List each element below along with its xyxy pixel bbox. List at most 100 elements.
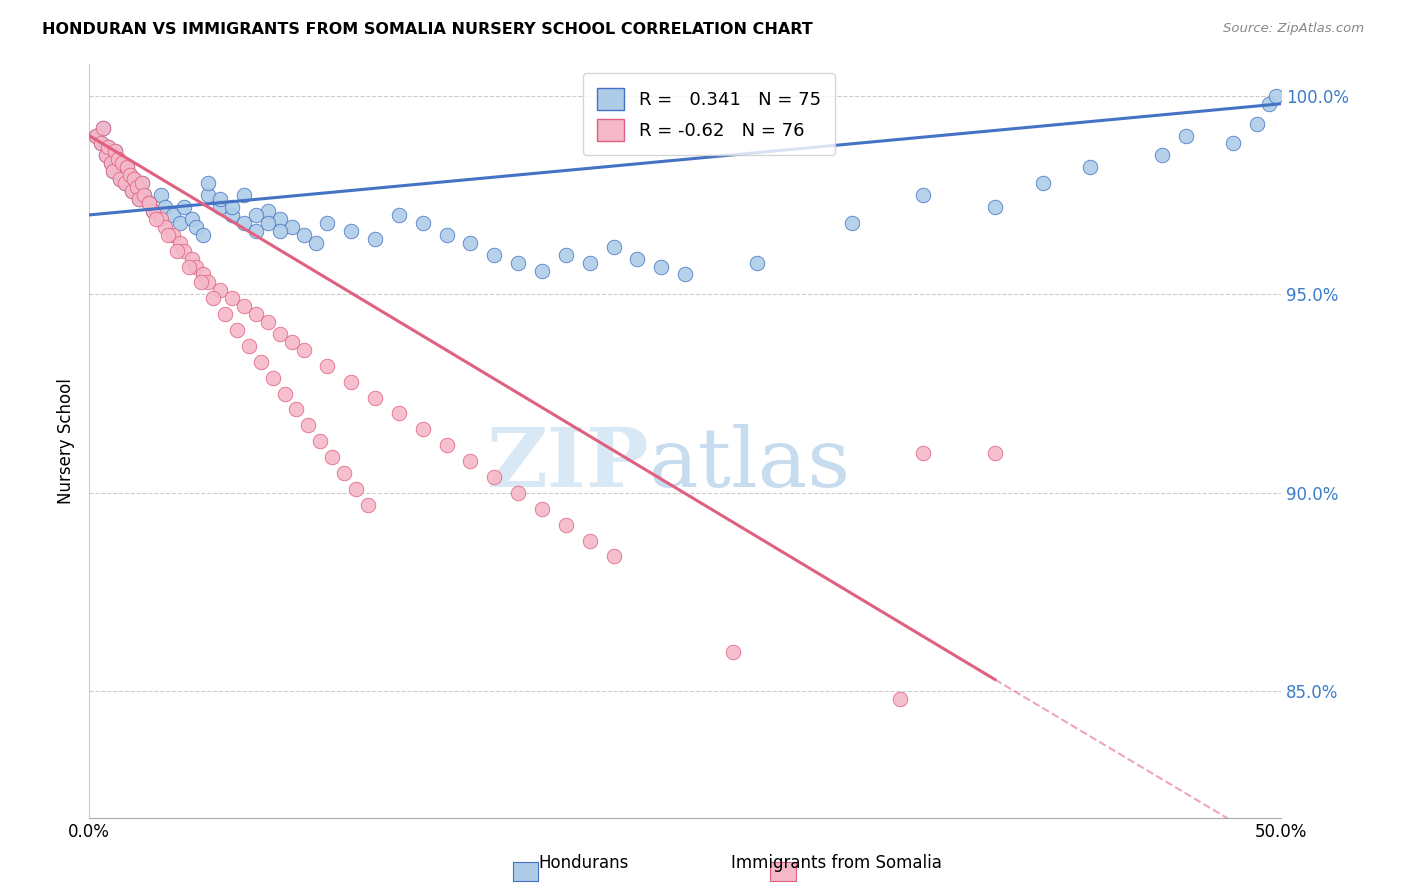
- Point: [249, 355, 271, 369]
- Point: [257, 315, 280, 329]
- Point: [269, 327, 291, 342]
- Point: [131, 176, 153, 190]
- Point: [364, 391, 387, 405]
- Point: [673, 268, 696, 282]
- Point: [214, 307, 236, 321]
- Point: [104, 145, 127, 159]
- Legend: R =   0.341   N = 75, R = -0.62   N = 76: R = 0.341 N = 75, R = -0.62 N = 76: [582, 73, 835, 155]
- Point: [209, 192, 232, 206]
- Point: [173, 200, 195, 214]
- Point: [233, 216, 256, 230]
- Point: [554, 247, 576, 261]
- Point: [107, 153, 129, 167]
- Point: [128, 192, 150, 206]
- Point: [460, 235, 482, 250]
- Point: [162, 227, 184, 242]
- Point: [118, 168, 141, 182]
- Point: [155, 200, 177, 214]
- Point: [460, 454, 482, 468]
- Point: [257, 216, 280, 230]
- Point: [202, 291, 225, 305]
- Point: [1078, 161, 1101, 175]
- Point: [124, 172, 146, 186]
- Point: [111, 156, 134, 170]
- Point: [745, 255, 768, 269]
- Point: [984, 200, 1007, 214]
- Point: [209, 200, 232, 214]
- Point: [125, 180, 148, 194]
- Point: [100, 156, 122, 170]
- Text: Source: ZipAtlas.com: Source: ZipAtlas.com: [1223, 22, 1364, 36]
- Point: [889, 692, 911, 706]
- Point: [321, 450, 343, 464]
- Point: [97, 140, 120, 154]
- Point: [138, 196, 160, 211]
- Text: atlas: atlas: [650, 424, 852, 504]
- Point: [90, 136, 112, 151]
- Point: [340, 375, 363, 389]
- Point: [94, 148, 117, 162]
- Point: [149, 211, 172, 226]
- Point: [108, 172, 131, 186]
- Point: [101, 164, 124, 178]
- Point: [578, 255, 600, 269]
- Point: [221, 200, 243, 214]
- Point: [1222, 136, 1244, 151]
- Point: [262, 370, 284, 384]
- Point: [209, 284, 232, 298]
- Point: [197, 176, 219, 190]
- Point: [169, 235, 191, 250]
- Point: [173, 244, 195, 258]
- Point: [280, 219, 302, 234]
- Point: [245, 208, 267, 222]
- Point: [156, 227, 179, 242]
- Point: [145, 211, 167, 226]
- Point: [602, 549, 624, 564]
- Point: [118, 168, 141, 182]
- Point: [578, 533, 600, 548]
- Point: [388, 407, 411, 421]
- Point: [721, 645, 744, 659]
- Point: [84, 128, 107, 143]
- Point: [484, 247, 506, 261]
- Point: [554, 517, 576, 532]
- Text: Immigrants from Somalia: Immigrants from Somalia: [731, 855, 942, 872]
- Point: [316, 216, 339, 230]
- Point: [436, 438, 458, 452]
- Point: [273, 386, 295, 401]
- Y-axis label: Nursery School: Nursery School: [58, 378, 75, 504]
- Point: [186, 260, 208, 274]
- Point: [530, 501, 553, 516]
- Point: [304, 235, 326, 250]
- Point: [149, 188, 172, 202]
- Point: [155, 219, 177, 234]
- Point: [166, 244, 188, 258]
- Point: [138, 196, 160, 211]
- Point: [333, 466, 356, 480]
- Point: [297, 418, 319, 433]
- Point: [1174, 128, 1197, 143]
- Point: [93, 120, 115, 135]
- Point: [436, 227, 458, 242]
- Point: [269, 211, 291, 226]
- Point: [179, 260, 201, 274]
- Point: [316, 359, 339, 373]
- Point: [84, 128, 107, 143]
- Point: [225, 323, 247, 337]
- Point: [650, 260, 672, 274]
- Point: [125, 180, 148, 194]
- Point: [364, 232, 387, 246]
- Point: [245, 224, 267, 238]
- Point: [233, 299, 256, 313]
- Point: [269, 224, 291, 238]
- Point: [841, 216, 863, 230]
- Point: [245, 307, 267, 321]
- Point: [912, 446, 935, 460]
- Point: [309, 434, 332, 449]
- Point: [186, 219, 208, 234]
- Point: [508, 255, 530, 269]
- Point: [285, 402, 308, 417]
- Point: [132, 188, 155, 202]
- Point: [93, 120, 115, 135]
- Point: [221, 291, 243, 305]
